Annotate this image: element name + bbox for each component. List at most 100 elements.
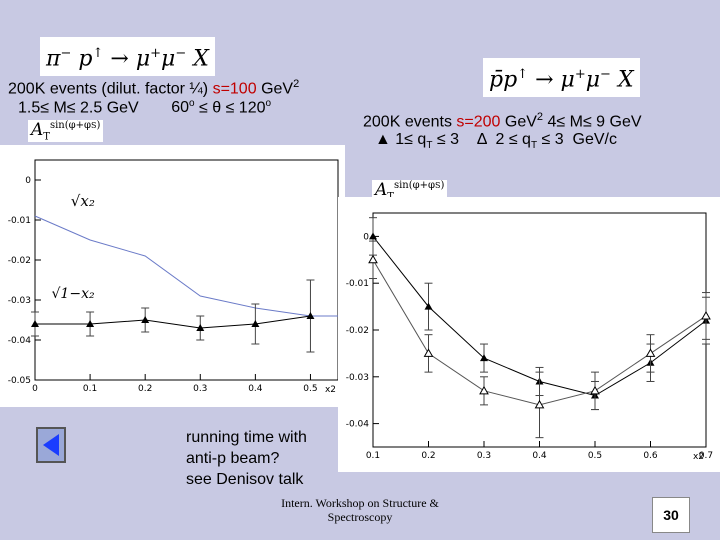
left-ylabel-a: A <box>31 120 44 140</box>
x-tick-label: 0.4 <box>248 384 263 394</box>
left-header-line1: 200K events (dilut. factor ¼) s=100 GeV2 <box>8 78 299 98</box>
formula-left-pi: π <box>46 46 61 72</box>
left-energy-unit: GeV <box>261 80 294 98</box>
x-tick-label: 0.6 <box>643 451 658 461</box>
formula-left-mu: μ <box>135 46 151 72</box>
triangle-left-icon <box>43 434 59 456</box>
x-tick-label: 0.4 <box>532 451 547 461</box>
right-ylabel: ATsin(φ+φS) <box>372 180 448 203</box>
y-tick-label: -0.02 <box>346 326 369 336</box>
footer-text: Intern. Workshop on Structure & Spectros… <box>281 496 439 524</box>
y-tick-label: -0.04 <box>8 336 32 346</box>
right-events: 200K events <box>363 113 452 131</box>
left-mass-range: 1.5≤ M≤ 2.5 GeV <box>18 99 139 117</box>
right-qt-unit: ≤ 3 GeV/c <box>537 131 617 148</box>
data-point <box>479 385 489 395</box>
left-ylabel-sub: T <box>43 131 50 143</box>
right-chart-svg: 0 -0.01 -0.02 -0.03 -0.04 0.1 0.2 0.3 0.4 0.5 0.6 0… <box>346 212 713 462</box>
data-point <box>31 320 39 327</box>
left-ylabel-sup: sin(φ+φ <box>49 120 92 132</box>
formula-left-p: p <box>78 46 93 72</box>
x-axis-label: x2 <box>325 385 336 395</box>
right-energy-exp: 2 <box>536 111 544 123</box>
data-point <box>369 232 377 240</box>
left-ylabel-supsub: S <box>91 121 97 131</box>
data-point <box>423 348 434 357</box>
right-ylabel-sup: sin(φ+φ <box>393 180 436 192</box>
data-point <box>306 312 315 319</box>
right-energy: s=200 <box>456 113 501 131</box>
formula-right-x: X <box>617 67 634 93</box>
formula-right-sup2: + <box>574 67 586 82</box>
y-tick-label: 0 <box>25 176 31 186</box>
y-tick-label: -0.03 <box>8 296 31 306</box>
formula-left-x: X <box>193 46 209 72</box>
x-tick-label: 0.2 <box>421 451 435 461</box>
formula-left-arrow: ↑ <box>92 46 104 61</box>
left-angle-max: ≤ θ ≤ 120 <box>194 99 266 117</box>
formula-right-pbar: p̄p <box>489 67 518 93</box>
left-angle-min: 60 <box>171 99 189 117</box>
y-tick-label: -0.01 <box>8 216 31 226</box>
data-point <box>141 316 150 323</box>
y-tick-label: -0.05 <box>8 376 31 386</box>
y-tick-label: 0 <box>363 232 369 242</box>
y-tick-label: -0.02 <box>8 256 31 266</box>
x-tick-label: 0.7 <box>699 451 713 461</box>
page-number: 30 <box>652 497 690 533</box>
left-ylabel-supend: ) <box>96 120 101 132</box>
data-point <box>196 324 205 331</box>
right-header-line2: ▲ 1≤ qT ≤ 3 Δ 2 ≤ qT ≤ 3 GeV/c <box>375 131 617 151</box>
left-angle-min-deg: o <box>188 98 195 109</box>
formula-left-mu2: μ <box>161 46 176 72</box>
formula-left-sup1: − <box>60 46 72 61</box>
series-line-1 <box>35 315 311 329</box>
y-tick-label: -0.04 <box>346 420 370 430</box>
left-energy: s=100 <box>212 80 257 98</box>
x-tick-label: 0.3 <box>193 384 207 394</box>
data-point <box>701 310 711 320</box>
data-point <box>86 320 95 327</box>
formula-right-arrow: ↑ <box>517 67 529 82</box>
formula-right: p̄p↑ → μ+μ− X <box>483 58 640 98</box>
annotation-sqrt-1-x2: √1−x₂ <box>52 286 95 302</box>
back-button[interactable] <box>36 427 66 463</box>
y-tick-label: -0.03 <box>346 373 369 383</box>
x-tick-label: 0.3 <box>477 451 491 461</box>
formula-left-sup2: + <box>150 46 162 61</box>
data-point <box>590 385 600 395</box>
data-point <box>645 348 656 357</box>
formula-right-sup3: − <box>600 67 611 82</box>
left-energy-exp: 2 <box>293 78 300 90</box>
x-tick-label: 0 <box>32 384 38 394</box>
formula-left-to: → <box>110 46 129 72</box>
right-qt-sub2: T <box>530 140 538 152</box>
x-tick-label: 0.1 <box>366 451 380 461</box>
right-ylabel-a: A <box>375 180 388 200</box>
formula-right-to: → <box>535 67 554 93</box>
x-axis-label: x2 <box>693 452 704 462</box>
right-plot: 0 -0.01 -0.02 -0.03 -0.04 0.1 0.2 0.3 0.4 0.5 0.6 0… <box>338 197 720 472</box>
left-header-line2: 1.5≤ M≤ 2.5 GeV 60o ≤ θ ≤ 120o <box>18 98 271 117</box>
left-events: 200K events (dilut. factor ¼) <box>8 80 209 98</box>
x-tick-label: 0.2 <box>138 384 152 394</box>
left-ylabel: ATsin(φ+φS) <box>28 120 104 143</box>
data-point <box>480 354 488 362</box>
data-point <box>424 302 433 310</box>
right-ylabel-supend: ) <box>440 180 445 192</box>
x-tick-label: 0.1 <box>83 384 97 394</box>
data-point <box>368 254 378 264</box>
formula-left-sup3: − <box>175 46 187 61</box>
formula-left: π− p↑ → μ+μ− X <box>40 37 215 77</box>
right-qt-range1: ▲ 1≤ q <box>375 131 427 148</box>
right-ylabel-sub: T <box>387 191 394 202</box>
left-angle-max-deg: o <box>265 98 272 109</box>
formula-right-mu: μ <box>560 67 575 93</box>
right-mass-range: 4≤ M≤ 9 GeV <box>547 113 642 131</box>
notes-text: running time with anti-p beam? see Denis… <box>186 429 307 488</box>
data-point <box>251 320 260 327</box>
x-tick-label: 0.5 <box>303 384 317 394</box>
right-header-line1: 200K events s=200 GeV2 4≤ M≤ 9 GeV <box>363 111 642 131</box>
left-plot: 0 -0.01 -0.02 -0.03 -0.04 -0.05 0 0.1 0.2 0.3 0.4 0… <box>0 145 345 407</box>
right-energy-unit: GeV <box>504 113 537 131</box>
